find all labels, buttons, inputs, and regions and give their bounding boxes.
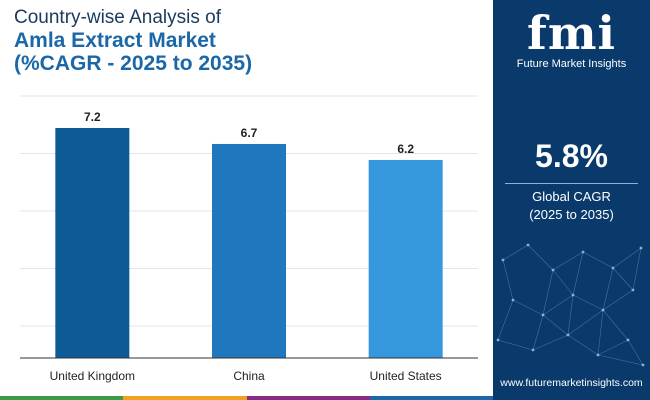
fmi-logo: fmi Future Market Insights bbox=[493, 8, 650, 70]
stripe-green bbox=[0, 396, 124, 400]
global-cagr-label: Global CAGR (2025 to 2035) bbox=[493, 188, 650, 224]
stripe-blue bbox=[369, 396, 493, 400]
x-tick-label: China bbox=[233, 369, 265, 383]
data-label: 6.7 bbox=[241, 126, 258, 140]
chart-title: Country-wise Analysis of Amla Extract Ma… bbox=[14, 7, 253, 75]
sidebar-panel: fmi Future Market Insights 5.8% Global C… bbox=[493, 0, 650, 400]
bar-china bbox=[212, 143, 286, 358]
global-cagr-value: 5.8% bbox=[535, 138, 608, 174]
cagr-divider bbox=[505, 183, 638, 184]
x-tick-label: United Kingdom bbox=[50, 369, 135, 383]
stripe-purple bbox=[246, 396, 370, 400]
logo-mark: fmi bbox=[527, 6, 616, 60]
x-tick-label: United States bbox=[370, 369, 442, 383]
title-line-2: Amla Extract Market bbox=[14, 28, 216, 52]
bar-united-states bbox=[368, 159, 443, 358]
network-decoration-icon bbox=[496, 243, 645, 367]
title-line-1: Country-wise Analysis of bbox=[14, 7, 221, 28]
cagr-label-line-2: (2025 to 2035) bbox=[529, 207, 614, 222]
data-label: 6.2 bbox=[397, 142, 414, 156]
website-link[interactable]: www.futuremarketinsights.com bbox=[500, 377, 643, 389]
bar-chart: 7.2 United Kingdom 6.7 China 6.2 United State… bbox=[20, 95, 478, 383]
cagr-label-line-1: Global CAGR bbox=[532, 189, 611, 204]
data-label: 7.2 bbox=[84, 110, 101, 124]
bottom-color-stripe bbox=[0, 396, 493, 400]
stripe-orange bbox=[123, 396, 247, 400]
logo-text: Future Market Insights bbox=[516, 58, 627, 70]
title-line-3: (%CAGR - 2025 to 2035) bbox=[14, 51, 253, 75]
bar-united-kingdom bbox=[55, 128, 130, 358]
